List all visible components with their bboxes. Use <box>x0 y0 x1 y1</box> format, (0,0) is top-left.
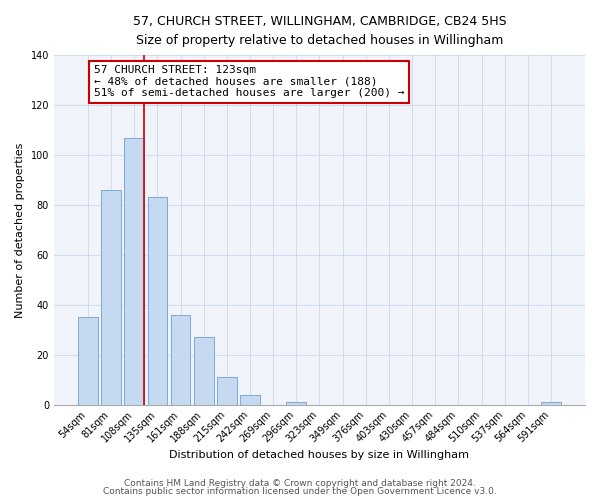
Bar <box>240 394 260 404</box>
Bar <box>286 402 306 404</box>
Bar <box>217 377 236 404</box>
X-axis label: Distribution of detached houses by size in Willingham: Distribution of detached houses by size … <box>169 450 469 460</box>
Y-axis label: Number of detached properties: Number of detached properties <box>15 142 25 318</box>
Title: 57, CHURCH STREET, WILLINGHAM, CAMBRIDGE, CB24 5HS
Size of property relative to : 57, CHURCH STREET, WILLINGHAM, CAMBRIDGE… <box>133 15 506 47</box>
Bar <box>170 315 190 404</box>
Text: 57 CHURCH STREET: 123sqm
← 48% of detached houses are smaller (188)
51% of semi-: 57 CHURCH STREET: 123sqm ← 48% of detach… <box>94 65 404 98</box>
Bar <box>78 318 98 404</box>
Text: Contains HM Land Registry data © Crown copyright and database right 2024.: Contains HM Land Registry data © Crown c… <box>124 478 476 488</box>
Bar <box>194 338 214 404</box>
Bar <box>101 190 121 404</box>
Bar <box>541 402 561 404</box>
Bar <box>124 138 144 404</box>
Text: Contains public sector information licensed under the Open Government Licence v3: Contains public sector information licen… <box>103 487 497 496</box>
Bar <box>148 198 167 404</box>
